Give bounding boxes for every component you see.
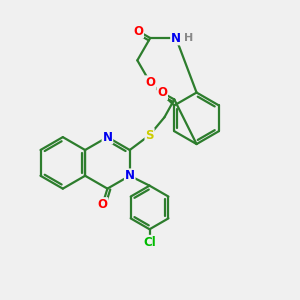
Text: H: H xyxy=(184,33,194,43)
Text: O: O xyxy=(157,86,167,99)
Text: Cl: Cl xyxy=(143,236,156,249)
Text: O: O xyxy=(98,198,107,211)
Text: N: N xyxy=(125,169,135,182)
Text: O: O xyxy=(145,76,155,89)
Text: S: S xyxy=(145,129,154,142)
Text: N: N xyxy=(171,32,181,44)
Text: O: O xyxy=(133,25,143,38)
Text: N: N xyxy=(102,130,112,144)
